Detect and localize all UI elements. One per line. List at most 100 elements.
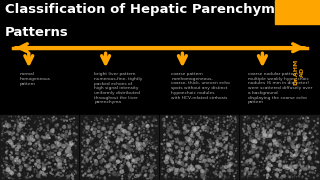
Bar bbox=[160, 115, 238, 180]
Point bbox=[229, 116, 234, 119]
Point bbox=[86, 169, 92, 172]
Point bbox=[164, 148, 170, 151]
Point bbox=[215, 161, 220, 164]
Point bbox=[246, 124, 252, 127]
Point bbox=[29, 147, 34, 150]
Point bbox=[212, 165, 217, 168]
Point bbox=[211, 148, 216, 151]
Point bbox=[269, 173, 275, 176]
Point bbox=[106, 152, 111, 155]
Point bbox=[244, 168, 249, 171]
Point bbox=[140, 170, 145, 173]
Point bbox=[227, 162, 232, 165]
Point bbox=[177, 142, 182, 145]
Point bbox=[297, 161, 302, 163]
Point bbox=[227, 123, 232, 126]
Point bbox=[132, 154, 137, 157]
Point bbox=[282, 153, 287, 156]
Point bbox=[178, 155, 183, 158]
Point bbox=[259, 124, 264, 127]
Point bbox=[72, 141, 77, 144]
Point bbox=[192, 126, 197, 129]
Point bbox=[315, 175, 320, 177]
Point bbox=[196, 164, 201, 167]
Point bbox=[18, 150, 23, 153]
Point bbox=[265, 138, 270, 141]
Point bbox=[42, 148, 47, 151]
Point bbox=[67, 162, 72, 165]
Point bbox=[119, 165, 124, 168]
Point bbox=[222, 120, 227, 123]
Point bbox=[245, 175, 251, 177]
Point bbox=[190, 176, 195, 179]
Bar bbox=[240, 115, 320, 180]
Point bbox=[41, 143, 46, 146]
Point bbox=[260, 157, 266, 160]
Point bbox=[294, 136, 299, 139]
Point bbox=[152, 174, 157, 177]
Point bbox=[280, 174, 285, 177]
Point bbox=[171, 164, 176, 167]
Point bbox=[46, 166, 52, 168]
Point bbox=[54, 124, 59, 127]
Point bbox=[185, 139, 190, 142]
Point bbox=[215, 120, 220, 123]
Point bbox=[262, 135, 267, 138]
Point bbox=[119, 166, 124, 169]
Point bbox=[137, 115, 142, 118]
Point bbox=[194, 141, 199, 143]
Point bbox=[198, 169, 203, 172]
Point bbox=[159, 142, 164, 145]
Point bbox=[144, 125, 149, 127]
Point bbox=[280, 150, 285, 153]
Point bbox=[247, 173, 252, 176]
Point bbox=[291, 161, 296, 164]
Point bbox=[20, 151, 25, 154]
Point bbox=[103, 132, 108, 135]
Point bbox=[281, 126, 286, 129]
Point bbox=[148, 176, 153, 179]
Point bbox=[65, 177, 70, 179]
Point bbox=[104, 143, 109, 146]
Point bbox=[74, 126, 79, 129]
Point bbox=[288, 166, 293, 169]
Point bbox=[195, 157, 200, 160]
Point bbox=[281, 121, 286, 124]
Point bbox=[145, 128, 150, 131]
Point bbox=[145, 125, 150, 128]
Point bbox=[50, 129, 55, 132]
Point bbox=[56, 166, 61, 168]
Point bbox=[276, 156, 282, 159]
Point bbox=[32, 122, 37, 125]
Point bbox=[173, 124, 178, 127]
Point bbox=[254, 131, 259, 134]
Point bbox=[288, 141, 293, 143]
Point bbox=[144, 128, 149, 131]
Point bbox=[55, 160, 60, 163]
Point bbox=[0, 132, 4, 135]
Point bbox=[301, 117, 306, 120]
Point bbox=[230, 158, 235, 161]
Point bbox=[259, 141, 264, 144]
Point bbox=[292, 175, 297, 178]
Point bbox=[68, 165, 74, 168]
Point bbox=[260, 150, 266, 153]
Point bbox=[189, 116, 194, 119]
Point bbox=[116, 143, 121, 146]
Point bbox=[275, 138, 280, 141]
Point bbox=[165, 164, 171, 167]
Point bbox=[261, 127, 266, 130]
Point bbox=[15, 145, 20, 148]
Point bbox=[49, 149, 54, 152]
Text: Patterns: Patterns bbox=[5, 26, 68, 39]
Point bbox=[11, 137, 16, 140]
Point bbox=[255, 129, 260, 132]
Point bbox=[97, 135, 102, 138]
Point bbox=[264, 158, 269, 161]
Point bbox=[65, 136, 70, 138]
Point bbox=[140, 155, 145, 158]
Point bbox=[223, 147, 228, 149]
Point bbox=[99, 176, 104, 179]
Point bbox=[109, 173, 115, 176]
Point bbox=[268, 158, 274, 161]
